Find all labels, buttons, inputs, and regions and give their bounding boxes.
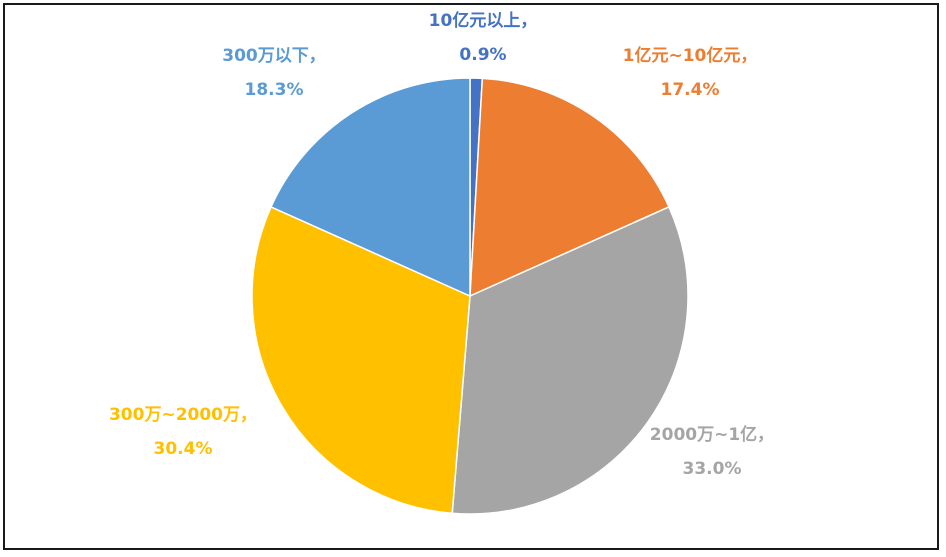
pie-data-labels: 10亿元以上， 0.9% 1亿元~10亿元， 17.4% 2000万~1亿， 33.0% 3… <box>109 10 774 479</box>
slice-value-label: 17.4% <box>661 80 720 100</box>
slice-value-label: 30.4% <box>154 439 213 459</box>
pie-slice <box>469 77 670 298</box>
pie-slice <box>451 205 689 515</box>
slice-label: 10亿元以上， <box>429 10 538 31</box>
pie-slices <box>251 77 689 515</box>
slice-label: 300万~2000万， <box>109 405 257 425</box>
slice-label: 2000万~1亿， <box>650 424 774 445</box>
slice-value-label: 18.3% <box>245 80 304 100</box>
pie-slice <box>270 77 471 298</box>
slice-value-label: 0.9% <box>459 45 506 65</box>
slice-label: 300万以下， <box>222 46 326 66</box>
slice-label: 1亿元~10亿元， <box>623 45 758 66</box>
pie-slice <box>251 205 471 515</box>
slice-value-label: 33.0% <box>683 459 742 479</box>
